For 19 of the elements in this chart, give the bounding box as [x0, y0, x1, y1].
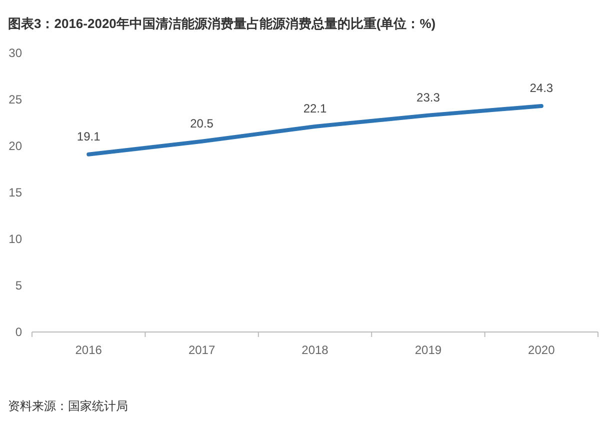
data-label: 23.3 — [416, 90, 440, 104]
x-tick-label: 2018 — [302, 343, 329, 357]
x-tick-label: 2019 — [414, 343, 442, 357]
x-tick-label: 2020 — [528, 343, 556, 357]
data-label: 20.5 — [190, 116, 214, 130]
x-tick-label: 2017 — [188, 343, 216, 357]
data-label: 24.3 — [530, 81, 554, 96]
y-tick-label: 5 — [15, 278, 22, 292]
y-tick-label: 0 — [15, 325, 22, 339]
y-tick-label: 25 — [8, 92, 22, 106]
y-tick-label: 20 — [8, 139, 22, 153]
y-tick-label: 15 — [8, 186, 22, 200]
data-label: 19.1 — [76, 129, 101, 144]
x-tick-label: 2016 — [75, 343, 102, 357]
y-tick-label: 10 — [8, 232, 22, 246]
data-label: 22.1 — [303, 101, 327, 116]
y-tick-label: 30 — [8, 46, 22, 60]
text: 资料来源：国家统计局 — [8, 399, 128, 413]
chart-title: 图表3：2016-2020年中国清洁能源消费量占能源消费总量的比重(单位：%) — [8, 16, 436, 31]
